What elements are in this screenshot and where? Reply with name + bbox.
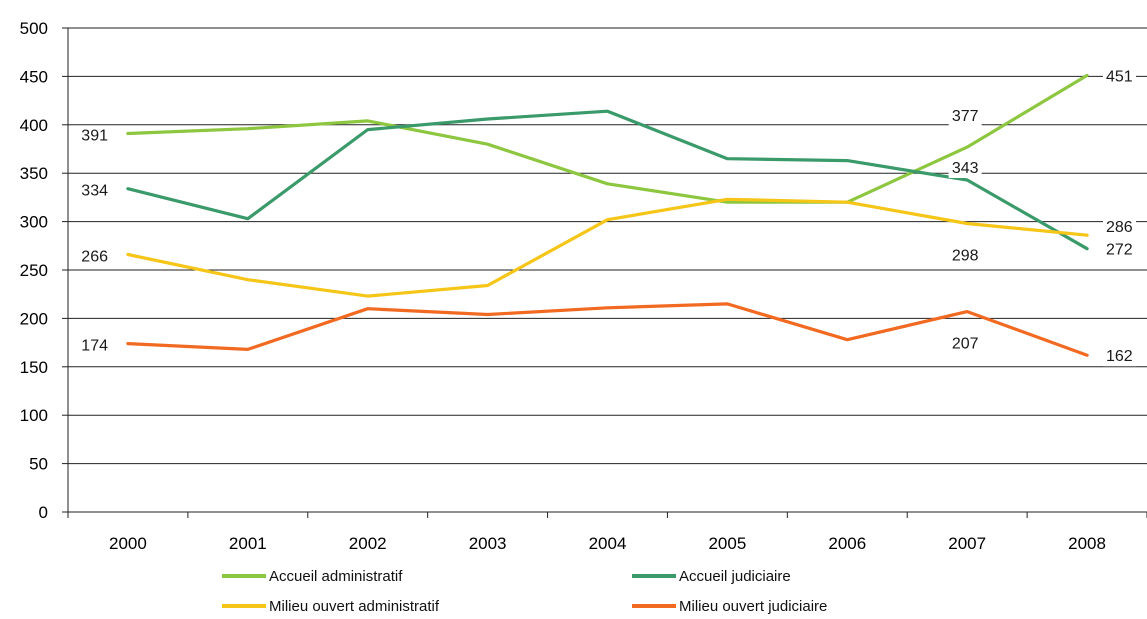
- x-tick-label: 2005: [708, 534, 746, 553]
- legend: Accueil administratif Accueil judiciaire M…: [222, 568, 827, 615]
- series-line-1: [126, 73, 1089, 204]
- x-tick-label: 2002: [349, 534, 387, 553]
- data-label-s1-p9-bg: [1103, 66, 1136, 87]
- data-label-s3-p1: 266: [81, 249, 108, 266]
- series-line-3: [126, 197, 1089, 298]
- axes: [62, 27, 1147, 518]
- data-label-s2-p9: 272: [1106, 242, 1133, 259]
- data-label-s1-p8-bg: [948, 106, 982, 127]
- data-label-s1-p1-bg: [78, 125, 111, 146]
- y-tick-label: 200: [20, 309, 48, 328]
- data-label-s2-p1-bg: [78, 180, 111, 201]
- y-tick-label: 500: [20, 19, 48, 38]
- series-line-2: [126, 109, 1089, 251]
- data-label-s2-p9-bg: [1103, 239, 1136, 260]
- x-axis-ticks: 2000 2001 2002 2003 2004 2005 2006 2007 2008: [109, 534, 1106, 553]
- data-label-s3-p8-bg: [948, 245, 982, 266]
- y-axis-ticks: 0 50 100 150 200 250 300 350 400 450 500: [20, 19, 48, 522]
- series-line-4: [126, 302, 1089, 357]
- x-tick-label: 2003: [469, 534, 507, 553]
- data-label-s3-p1-bg: [78, 246, 111, 267]
- x-tick-label: 2000: [109, 534, 147, 553]
- data-label-s4-p9: 162: [1106, 348, 1133, 365]
- x-tick-label: 2007: [948, 534, 986, 553]
- data-label-s4-p1-bg: [78, 335, 111, 356]
- y-tick-label: 0: [39, 503, 48, 522]
- data-label-s2-p8-bg: [948, 157, 982, 178]
- x-tick-label: 2004: [589, 534, 627, 553]
- y-tick-label: 450: [20, 67, 48, 86]
- data-label-s3-p9: 286: [1106, 219, 1133, 236]
- data-label-s3-p9-bg: [1103, 217, 1136, 238]
- y-tick-label: 150: [20, 358, 48, 377]
- x-tick-label: 2006: [828, 534, 866, 553]
- data-label-s1-p1: 391: [81, 128, 108, 145]
- data-label-s1-p9: 451: [1106, 68, 1133, 85]
- data-label-s1-p8: 377: [952, 108, 979, 125]
- y-tick-label: 50: [29, 455, 48, 474]
- y-tick-label: 100: [20, 406, 48, 425]
- y-tick-label: 300: [20, 213, 48, 232]
- legend-label-1: Accueil administratif: [269, 568, 403, 585]
- data-label-s4-p9-bg: [1103, 346, 1136, 367]
- x-tick-label: 2001: [229, 534, 267, 553]
- series-lines: [126, 73, 1089, 357]
- y-tick-label: 250: [20, 261, 48, 280]
- y-tick-label: 400: [20, 116, 48, 135]
- data-label-s4-p8-bg: [948, 333, 982, 354]
- data-labels: 391 377 451 334 343 272 266 298 286 174 207 162: [78, 66, 1136, 367]
- legend-label-2: Accueil judiciaire: [679, 568, 791, 585]
- legend-label-3: Milieu ouvert administratif: [269, 598, 440, 615]
- legend-label-4: Milieu ouvert judiciaire: [679, 598, 827, 615]
- y-tick-label: 350: [20, 164, 48, 183]
- data-label-s4-p8: 207: [952, 336, 979, 353]
- data-label-s2-p1: 334: [81, 183, 108, 200]
- data-label-s4-p1: 174: [81, 338, 108, 355]
- grid-lines: [68, 27, 1147, 465]
- x-tick-label: 2008: [1068, 534, 1106, 553]
- data-label-s2-p8: 343: [952, 160, 979, 177]
- data-label-s3-p8: 298: [952, 248, 979, 265]
